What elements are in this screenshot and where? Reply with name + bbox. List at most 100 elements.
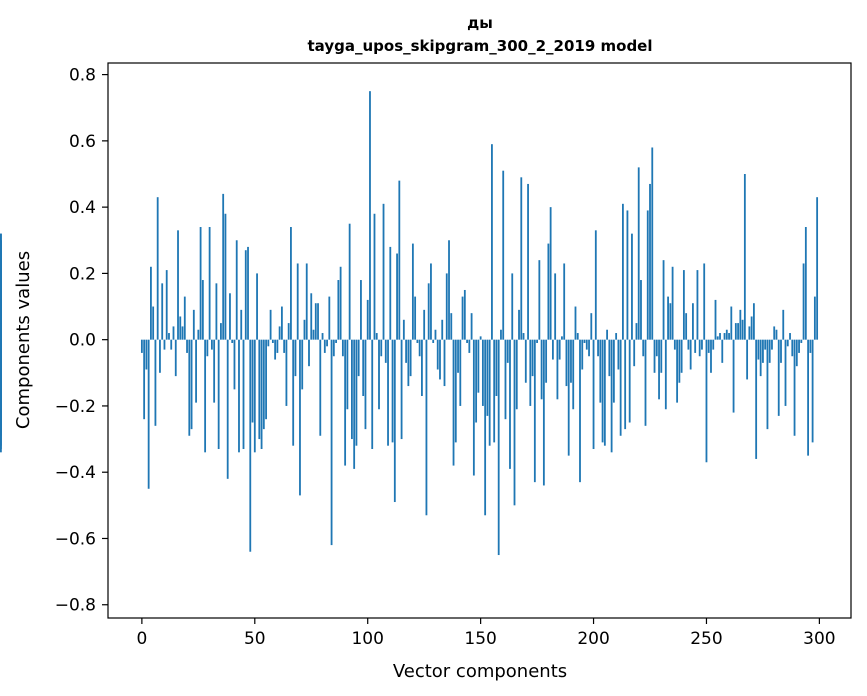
bar-207 xyxy=(608,339,611,377)
bar-212 xyxy=(619,339,622,436)
bar-191 xyxy=(572,339,575,410)
bar-197 xyxy=(585,339,588,350)
bar-199 xyxy=(590,313,593,340)
x-tick-label: 300 xyxy=(803,629,835,649)
bar-268 xyxy=(746,339,749,380)
bar-182 xyxy=(551,339,554,360)
bar-165 xyxy=(513,339,516,506)
bar-206 xyxy=(606,329,608,340)
bar-41 xyxy=(233,339,236,390)
bar-72 xyxy=(303,319,306,340)
bar-293 xyxy=(802,263,805,340)
bar-80 xyxy=(321,333,324,340)
bar-138 xyxy=(452,339,455,466)
bar-1 xyxy=(143,339,146,420)
bar-12 xyxy=(168,333,170,340)
bar-156 xyxy=(493,339,496,443)
bar-214 xyxy=(624,339,627,430)
bar-274 xyxy=(759,339,762,377)
bar-297 xyxy=(811,339,814,443)
bar-188 xyxy=(565,339,568,387)
bar-21 xyxy=(188,339,191,436)
bar-13 xyxy=(170,339,173,350)
bar-125 xyxy=(423,309,426,340)
bar-158 xyxy=(497,339,500,556)
bar-295 xyxy=(807,339,809,456)
bar-8 xyxy=(159,339,161,373)
bar-76 xyxy=(312,329,315,340)
bar-266 xyxy=(741,319,744,340)
bar-233 xyxy=(667,296,669,340)
bar-29 xyxy=(206,339,209,357)
bar-49 xyxy=(251,339,254,423)
bar-253 xyxy=(712,339,715,350)
bar-132 xyxy=(439,339,441,380)
bar-213 xyxy=(622,203,624,340)
bar-114 xyxy=(398,180,401,340)
bar-157 xyxy=(495,339,498,396)
bar-224 xyxy=(646,210,649,340)
bar-160 xyxy=(502,170,505,340)
bar-65 xyxy=(287,323,290,340)
bar-153 xyxy=(486,339,489,416)
bar-32 xyxy=(213,339,216,403)
y-tick-label: −0.4 xyxy=(55,463,96,483)
bar-100 xyxy=(366,299,369,340)
bar-267 xyxy=(743,174,746,340)
bar-87 xyxy=(337,280,340,340)
bar-195 xyxy=(581,339,584,370)
bar-42 xyxy=(235,240,238,340)
bar-143 xyxy=(463,289,466,340)
bar-116 xyxy=(402,319,405,340)
bar-53 xyxy=(260,339,263,450)
bar-61 xyxy=(278,326,281,340)
bar-92 xyxy=(348,223,351,340)
bar-9 xyxy=(161,283,164,340)
bar-203 xyxy=(599,339,602,403)
bar-142 xyxy=(461,296,464,340)
y-tick-label: 0.2 xyxy=(69,264,96,284)
bar-225 xyxy=(649,183,651,340)
bar-264 xyxy=(737,323,739,340)
bar-11 xyxy=(165,270,168,340)
bar-147 xyxy=(472,339,475,476)
bar-51 xyxy=(256,273,258,340)
bar-24 xyxy=(195,339,197,403)
bar-129 xyxy=(432,339,435,343)
bar-69 xyxy=(296,263,299,340)
bar-223 xyxy=(644,339,647,426)
bar-88 xyxy=(339,266,342,340)
bar-183 xyxy=(554,273,557,340)
bar-127 xyxy=(427,283,430,340)
bar-73 xyxy=(305,263,308,340)
bar-176 xyxy=(538,260,541,340)
bar-215 xyxy=(626,210,629,340)
bar-27 xyxy=(201,280,204,340)
bar-undefined xyxy=(0,339,2,410)
bar-57 xyxy=(269,309,272,340)
bar-44 xyxy=(240,309,243,340)
bar-164 xyxy=(511,273,514,340)
bar-284 xyxy=(782,309,785,340)
bar-201 xyxy=(594,230,597,340)
bar-292 xyxy=(800,339,803,343)
bar-23 xyxy=(192,309,195,340)
bar-115 xyxy=(400,339,403,440)
bar-60 xyxy=(276,339,279,353)
bar-56 xyxy=(267,339,270,347)
bar-4 xyxy=(150,266,152,340)
bar-220 xyxy=(637,167,640,340)
bar-209 xyxy=(612,339,615,403)
bar-145 xyxy=(468,339,471,353)
bar-202 xyxy=(597,339,599,357)
bar-205 xyxy=(603,339,606,446)
bar-234 xyxy=(669,303,672,340)
bar-137 xyxy=(450,313,453,340)
bar-190 xyxy=(570,339,572,383)
bar-193 xyxy=(576,333,579,340)
bar-7 xyxy=(156,197,159,340)
bar-241 xyxy=(685,313,688,340)
bar-273 xyxy=(757,339,760,360)
bar-186 xyxy=(561,336,563,340)
bar-37 xyxy=(224,213,227,340)
